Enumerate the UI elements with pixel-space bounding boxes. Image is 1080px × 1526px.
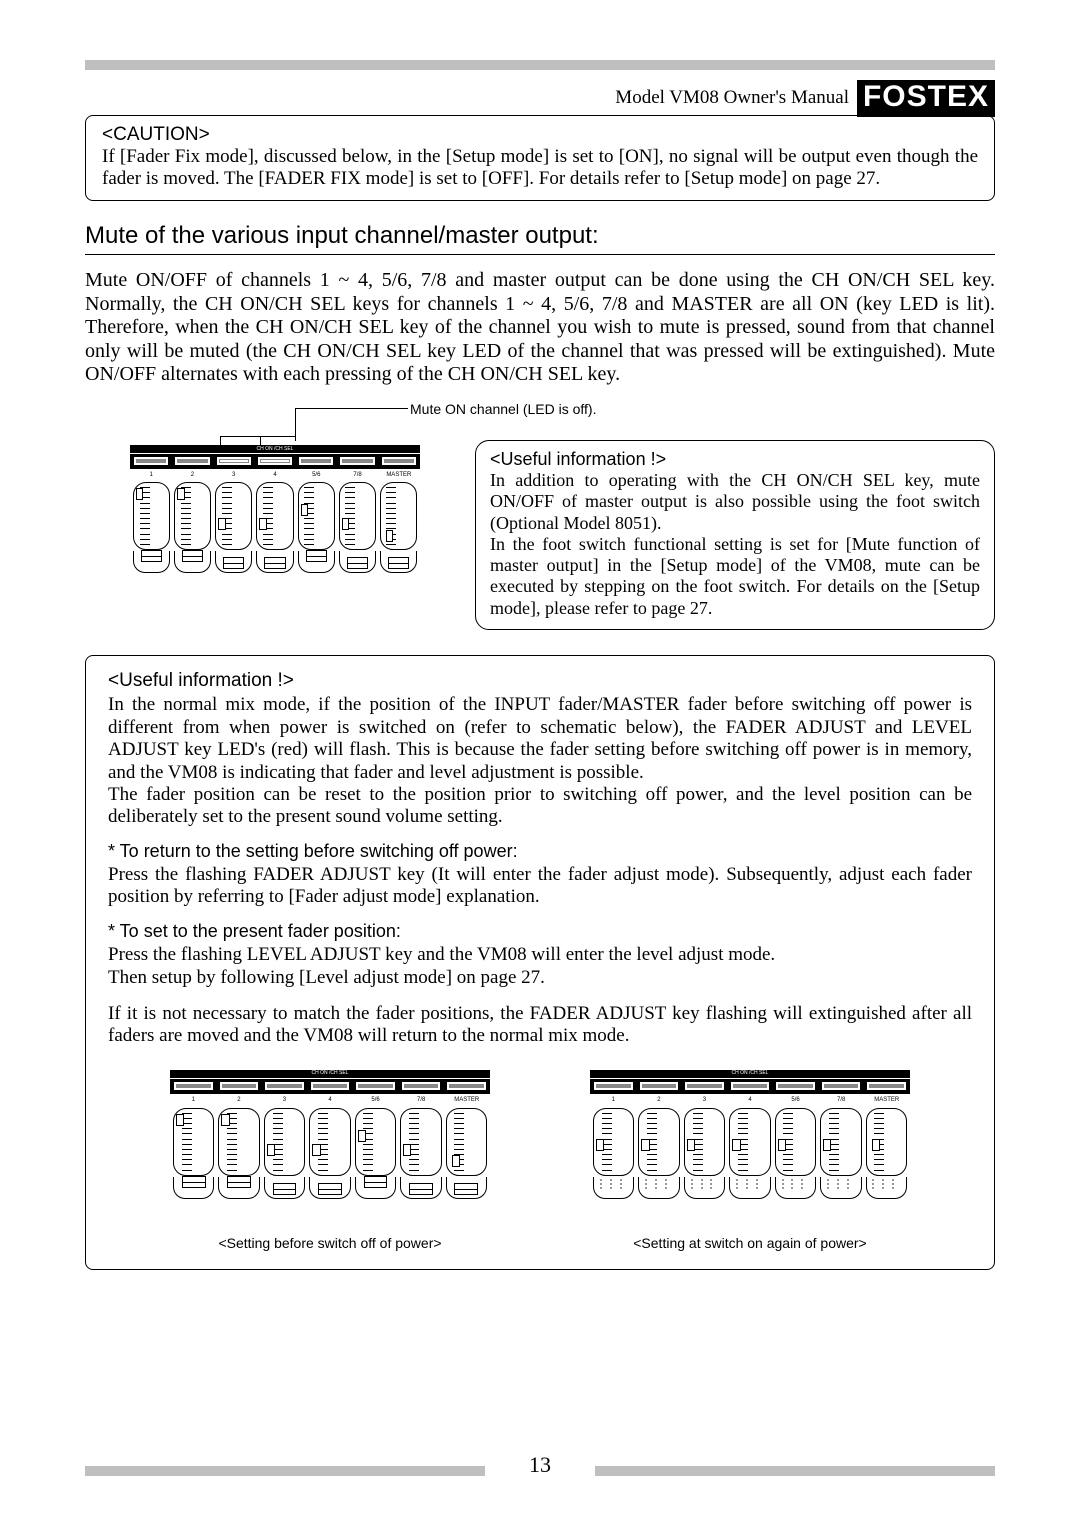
useful1-body: In addition to operating with the CH ON/… xyxy=(490,470,980,619)
useful2-p1: In the normal mix mode, if the position … xyxy=(108,694,972,828)
useful1-title: <Useful information !> xyxy=(490,449,980,470)
fader-panel-diagram-before: CH ON /CH SEL12345/67/8MASTER xyxy=(170,1070,490,1229)
fader-panel-diagram-after: CH ON /CH SEL12345/67/8MASTER xyxy=(590,1070,910,1229)
lead-line-h xyxy=(295,408,408,409)
page-header: Model VM08 Owner's Manual FOSTEX xyxy=(85,80,995,117)
mute-caption: Mute ON channel (LED is off). xyxy=(410,401,596,417)
useful2-p4: If it is not necessary to match the fade… xyxy=(108,1003,972,1048)
manual-title: Model VM08 Owner's Manual xyxy=(615,87,849,109)
section-heading: Mute of the various input channel/master… xyxy=(85,222,995,255)
useful2-title: <Useful information !> xyxy=(108,670,972,692)
caption-before: <Setting before switch off of power> xyxy=(170,1235,490,1252)
fader-panel-diagram-mute: CH ON /CH SEL12345/67/8MASTER xyxy=(130,445,420,603)
caution-body: If [Fader Fix mode], discussed below, in… xyxy=(102,146,978,190)
useful-info-box-1: <Useful information !> In addition to op… xyxy=(475,440,995,630)
useful2-sub2: * To set to the present fader position: xyxy=(108,921,972,942)
footer-bar-right xyxy=(595,1466,995,1476)
brand-logo: FOSTEX xyxy=(857,80,995,117)
caution-title: <CAUTION> xyxy=(102,124,978,146)
caution-box: <CAUTION> If [Fader Fix mode], discussed… xyxy=(85,115,995,201)
lead-line-v xyxy=(295,408,296,441)
useful2-sub1: * To return to the setting before switch… xyxy=(108,841,972,862)
top-divider-bar xyxy=(85,60,995,70)
page-number: 13 xyxy=(529,1452,551,1478)
lead-line-v2 xyxy=(220,436,295,437)
useful2-p3: Press the flashing LEVEL ADJUST key and … xyxy=(108,944,972,989)
footer-bar-left xyxy=(85,1466,485,1476)
useful-info-box-2: <Useful information !> In the normal mix… xyxy=(85,655,995,1270)
caption-after: <Setting at switch on again of power> xyxy=(590,1235,910,1252)
main-paragraph: Mute ON/OFF of channels 1 ~ 4, 5/6, 7/8 … xyxy=(85,269,995,387)
useful2-p2: Press the flashing FADER ADJUST key (It … xyxy=(108,864,972,909)
